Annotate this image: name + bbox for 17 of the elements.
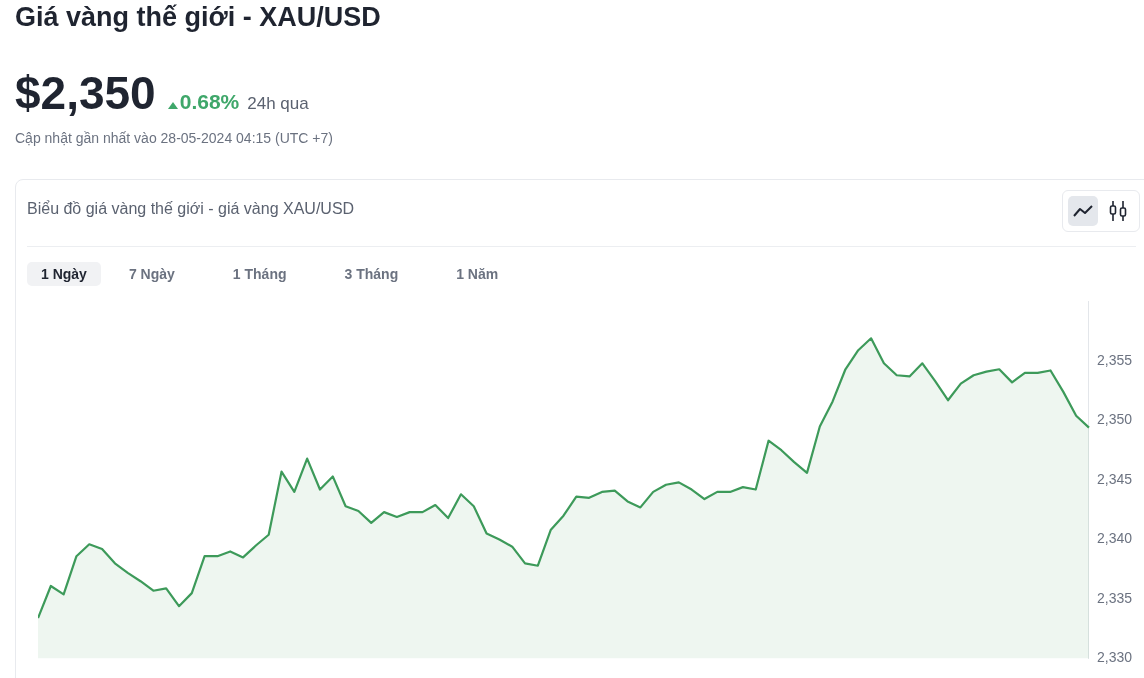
chart-subtitle: Biểu đồ giá vàng thế giới - giá vàng XAU/USD xyxy=(27,200,355,218)
text: 1 Tháng xyxy=(231,265,288,284)
text: $2,350 xyxy=(15,66,156,120)
text: 7 Ngày xyxy=(127,265,176,284)
y-tick-label: 2,350 xyxy=(1096,411,1133,428)
text: 1 Năm xyxy=(455,265,500,284)
y-tick-label: 2,355 xyxy=(1096,351,1133,368)
y-tick-label: 2,340 xyxy=(1096,530,1133,547)
text: 0.68% xyxy=(179,90,240,114)
y-tick-label: 2,330 xyxy=(1096,649,1133,666)
text: 1 Ngày xyxy=(27,262,101,286)
chart-title: Giá vàng thế giới - XAU/USD xyxy=(15,2,381,33)
y-tick-label: 2,345 xyxy=(1096,470,1133,487)
y-tick-label: 2,335 xyxy=(1096,589,1133,606)
text: 24h qua xyxy=(247,94,309,114)
text: Cập nhật gần nhất vào 28-05-2024 04:15 (UTC +7) xyxy=(15,130,333,146)
text: 3 Tháng xyxy=(343,265,400,284)
